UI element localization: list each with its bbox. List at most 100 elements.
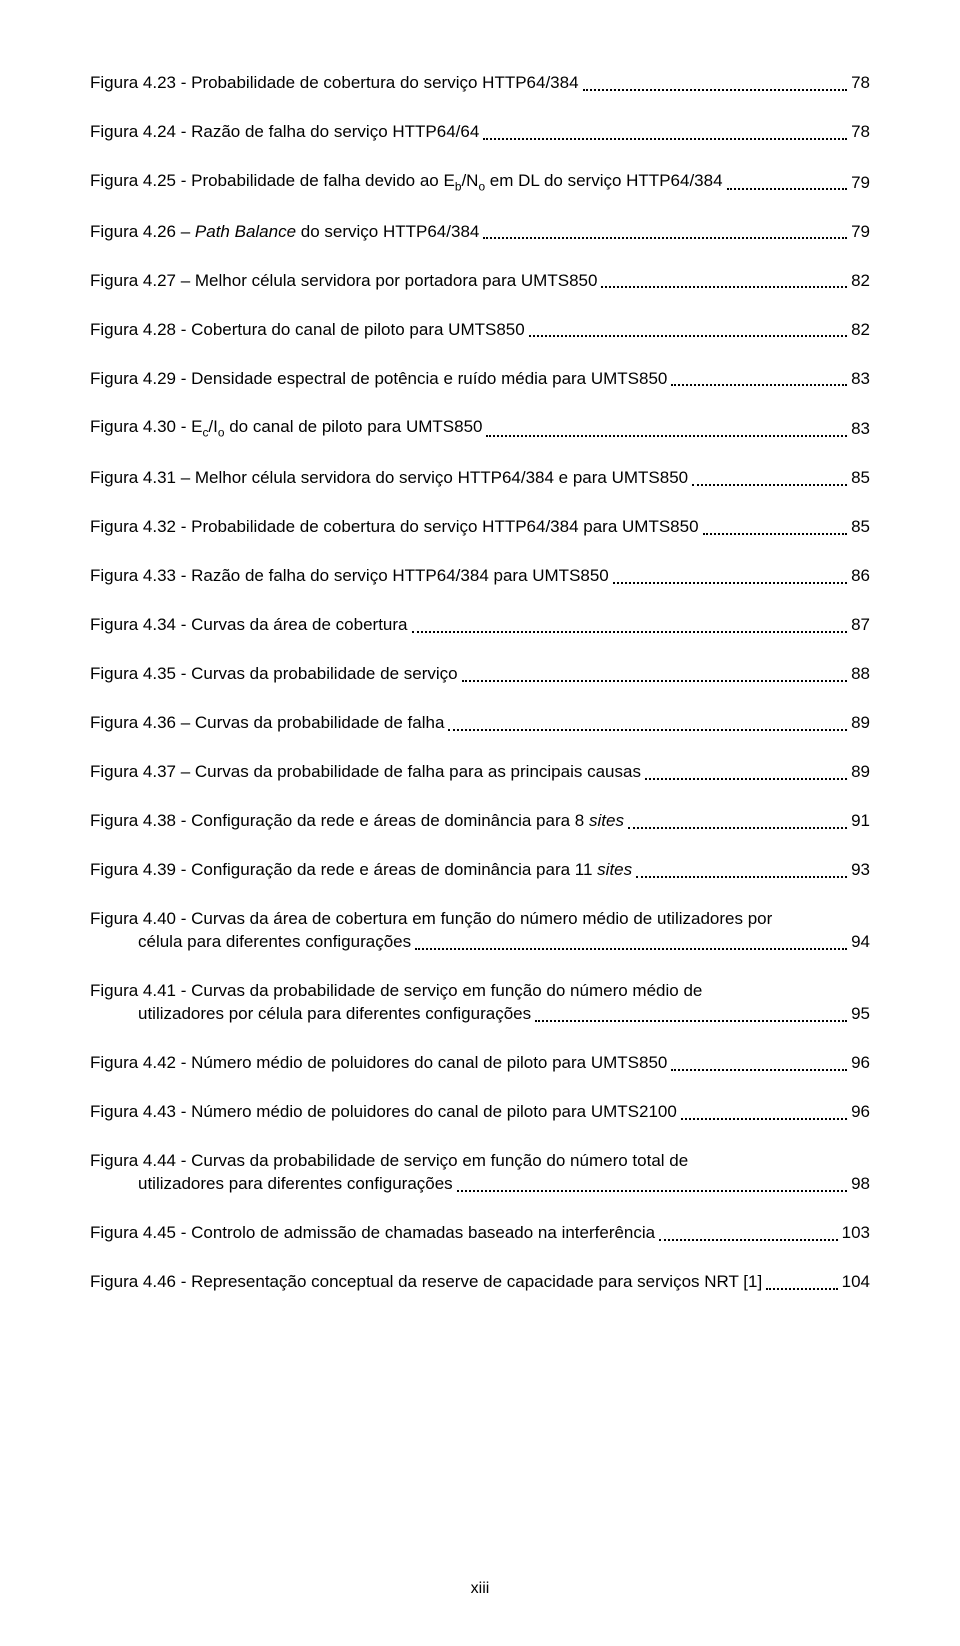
leader-dots bbox=[766, 1271, 837, 1290]
entry-label: Figura 4.28 - Cobertura do canal de pilo… bbox=[90, 319, 525, 342]
entry-label: Figura 4.24 - Razão de falha do serviço … bbox=[90, 121, 479, 144]
leader-dots bbox=[671, 1052, 847, 1071]
entry-label: Figura 4.32 - Probabilidade de cobertura… bbox=[90, 516, 699, 539]
entry-page: 79 bbox=[851, 172, 870, 195]
entry-page: 82 bbox=[851, 270, 870, 293]
entry-page: 96 bbox=[851, 1101, 870, 1124]
entry-page: 88 bbox=[851, 663, 870, 686]
entry-page: 91 bbox=[851, 810, 870, 833]
leader-dots bbox=[535, 1003, 847, 1022]
entry-label: Figura 4.34 - Curvas da área de cobertur… bbox=[90, 614, 408, 637]
figure-entry: Figura 4.24 - Razão de falha do serviço … bbox=[90, 121, 870, 144]
entry-label: Figura 4.36 – Curvas da probabilidade de… bbox=[90, 712, 444, 735]
leader-dots bbox=[457, 1173, 847, 1192]
leader-dots bbox=[645, 761, 847, 780]
entry-page: 86 bbox=[851, 565, 870, 588]
entry-page: 93 bbox=[851, 859, 870, 882]
leader-dots bbox=[703, 516, 848, 535]
entry-text: Figura 4.40 - Curvas da área de cobertur… bbox=[90, 908, 870, 954]
entry-line2: utilizadores por célula para diferentes … bbox=[90, 1003, 870, 1026]
leader-dots bbox=[681, 1101, 847, 1120]
entry-line2-text: utilizadores por célula para diferentes … bbox=[138, 1003, 531, 1026]
entry-page: 85 bbox=[851, 467, 870, 490]
entry-label: Figura 4.39 - Configuração da rede e áre… bbox=[90, 859, 632, 882]
entry-page: 85 bbox=[851, 516, 870, 539]
figure-entry: Figura 4.35 - Curvas da probabilidade de… bbox=[90, 663, 870, 686]
entry-line1: Figura 4.41 - Curvas da probabilidade de… bbox=[90, 980, 870, 1003]
leader-dots bbox=[486, 418, 847, 437]
entry-page: 78 bbox=[851, 121, 870, 144]
figure-entry: Figura 4.44 - Curvas da probabilidade de… bbox=[90, 1150, 870, 1196]
entry-page: 87 bbox=[851, 614, 870, 637]
leader-dots bbox=[601, 269, 847, 288]
page-number: xiii bbox=[0, 1580, 960, 1598]
entry-label: Figura 4.27 – Melhor célula servidora po… bbox=[90, 270, 597, 293]
leader-dots bbox=[636, 859, 847, 878]
leader-dots bbox=[628, 810, 847, 829]
entry-label: Figura 4.46 - Representação conceptual d… bbox=[90, 1271, 762, 1294]
entry-label: Figura 4.29 - Densidade espectral de pot… bbox=[90, 368, 667, 391]
figure-entry: Figura 4.43 - Número médio de poluidores… bbox=[90, 1101, 870, 1124]
figure-entry: Figura 4.40 - Curvas da área de cobertur… bbox=[90, 908, 870, 954]
leader-dots bbox=[483, 121, 847, 140]
entry-label: Figura 4.30 - Ec/Io do canal de piloto p… bbox=[90, 416, 482, 440]
leader-dots bbox=[462, 663, 847, 682]
entry-label: Figura 4.35 - Curvas da probabilidade de… bbox=[90, 663, 458, 686]
figure-entry: Figura 4.31 – Melhor célula servidora do… bbox=[90, 467, 870, 490]
leader-dots bbox=[659, 1222, 838, 1241]
entry-page: 89 bbox=[851, 712, 870, 735]
leader-dots bbox=[415, 931, 847, 950]
leader-dots bbox=[671, 367, 847, 386]
leader-dots bbox=[727, 171, 848, 190]
entry-label: Figura 4.45 - Controlo de admissão de ch… bbox=[90, 1222, 655, 1245]
entry-page: 83 bbox=[851, 418, 870, 441]
entry-line2-text: utilizadores para diferentes configuraçõ… bbox=[138, 1173, 453, 1196]
entry-page: 104 bbox=[842, 1271, 870, 1294]
figure-entry: Figura 4.28 - Cobertura do canal de pilo… bbox=[90, 318, 870, 341]
document-page: Figura 4.23 - Probabilidade de cobertura… bbox=[0, 0, 960, 1646]
entry-label: Figura 4.25 - Probabilidade de falha dev… bbox=[90, 170, 723, 194]
figure-entry: Figura 4.30 - Ec/Io do canal de piloto p… bbox=[90, 416, 870, 440]
entry-label: Figura 4.33 - Razão de falha do serviço … bbox=[90, 565, 609, 588]
figure-entry: Figura 4.45 - Controlo de admissão de ch… bbox=[90, 1222, 870, 1245]
figure-entry: Figura 4.37 – Curvas da probabilidade de… bbox=[90, 761, 870, 784]
entry-text: Figura 4.44 - Curvas da probabilidade de… bbox=[90, 1150, 870, 1196]
entry-page: 89 bbox=[851, 761, 870, 784]
entry-label: Figura 4.26 – Path Balance do serviço HT… bbox=[90, 221, 479, 244]
entry-page: 95 bbox=[851, 1003, 870, 1026]
entry-page: 78 bbox=[851, 72, 870, 95]
entry-line1: Figura 4.40 - Curvas da área de cobertur… bbox=[90, 908, 870, 931]
leader-dots bbox=[448, 712, 847, 731]
figure-entry: Figura 4.25 - Probabilidade de falha dev… bbox=[90, 170, 870, 194]
figure-entry: Figura 4.41 - Curvas da probabilidade de… bbox=[90, 980, 870, 1026]
entry-line2-text: célula para diferentes configurações bbox=[138, 931, 411, 954]
figure-entry: Figura 4.26 – Path Balance do serviço HT… bbox=[90, 220, 870, 243]
entry-label: Figura 4.37 – Curvas da probabilidade de… bbox=[90, 761, 641, 784]
entry-label: Figura 4.38 - Configuração da rede e áre… bbox=[90, 810, 624, 833]
figure-entry: Figura 4.32 - Probabilidade de cobertura… bbox=[90, 516, 870, 539]
figure-entry: Figura 4.33 - Razão de falha do serviço … bbox=[90, 565, 870, 588]
entry-line1: Figura 4.44 - Curvas da probabilidade de… bbox=[90, 1150, 870, 1173]
entry-line2: célula para diferentes configurações 94 bbox=[90, 931, 870, 954]
entry-label: Figura 4.42 - Número médio de poluidores… bbox=[90, 1052, 667, 1075]
entry-page: 82 bbox=[851, 319, 870, 342]
leader-dots bbox=[583, 72, 848, 91]
entry-page: 83 bbox=[851, 368, 870, 391]
entry-page: 98 bbox=[851, 1173, 870, 1196]
figure-entry: Figura 4.29 - Densidade espectral de pot… bbox=[90, 367, 870, 390]
leader-dots bbox=[692, 467, 847, 486]
entry-page: 103 bbox=[842, 1222, 870, 1245]
entry-line2: utilizadores para diferentes configuraçõ… bbox=[90, 1173, 870, 1196]
entry-page: 79 bbox=[851, 221, 870, 244]
figure-entry: Figura 4.36 – Curvas da probabilidade de… bbox=[90, 712, 870, 735]
figure-entry: Figura 4.42 - Número médio de poluidores… bbox=[90, 1052, 870, 1075]
leader-dots bbox=[613, 565, 847, 584]
entry-page: 94 bbox=[851, 931, 870, 954]
entry-label: Figura 4.23 - Probabilidade de cobertura… bbox=[90, 72, 579, 95]
entry-page: 96 bbox=[851, 1052, 870, 1075]
figure-entry: Figura 4.23 - Probabilidade de cobertura… bbox=[90, 72, 870, 95]
figure-entry: Figura 4.34 - Curvas da área de cobertur… bbox=[90, 614, 870, 637]
entry-label: Figura 4.31 – Melhor célula servidora do… bbox=[90, 467, 688, 490]
figure-entry: Figura 4.46 - Representação conceptual d… bbox=[90, 1271, 870, 1294]
leader-dots bbox=[529, 318, 847, 337]
